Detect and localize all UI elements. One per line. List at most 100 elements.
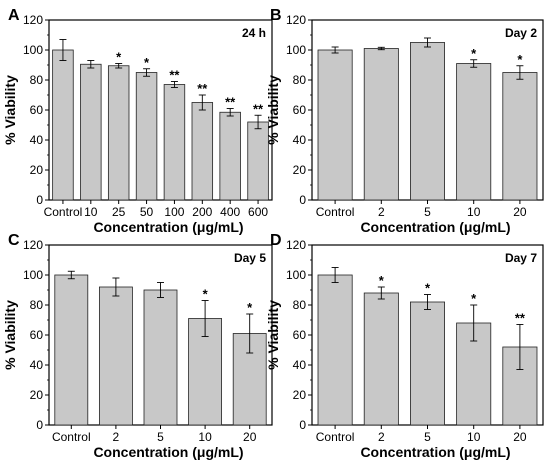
x-tick-label: Control bbox=[52, 430, 91, 444]
panel-a: 0 20 40 60 80 100 120 Control 10 25 * 50 * 100 ** 200 **… bbox=[2, 7, 273, 235]
y-tick-label: 80 bbox=[30, 298, 44, 312]
panel-letter: B bbox=[270, 7, 282, 24]
significance-marker: ** bbox=[515, 311, 526, 326]
bar bbox=[143, 289, 178, 426]
x-tick-label: 20 bbox=[513, 205, 527, 219]
panel-title: Day 7 bbox=[505, 251, 537, 265]
x-tick-label: 2 bbox=[378, 205, 385, 219]
y-tick-label: 100 bbox=[286, 43, 306, 57]
x-tick-label: 25 bbox=[112, 205, 126, 219]
bar bbox=[52, 49, 74, 201]
y-tick-label: 20 bbox=[293, 163, 307, 177]
y-tick-label: 80 bbox=[30, 73, 44, 87]
y-tick-label: 60 bbox=[30, 103, 44, 117]
bar bbox=[317, 274, 353, 426]
bar bbox=[135, 72, 158, 201]
panel-title: Day 5 bbox=[234, 251, 266, 265]
y-tick-label: 0 bbox=[36, 418, 43, 432]
x-tick-label: 20 bbox=[513, 430, 527, 444]
x-tick-label: 200 bbox=[192, 205, 212, 219]
significance-marker: * bbox=[471, 291, 477, 306]
x-tick-label: 5 bbox=[157, 430, 164, 444]
x-tick-label: 2 bbox=[113, 430, 120, 444]
x-tick-label: 10 bbox=[198, 430, 212, 444]
significance-marker: * bbox=[116, 50, 122, 65]
y-axis-label: % Viability bbox=[265, 75, 281, 145]
x-tick-label: 600 bbox=[248, 205, 268, 219]
panel-letter: D bbox=[270, 232, 282, 249]
y-tick-label: 120 bbox=[23, 238, 43, 252]
y-tick-label: 60 bbox=[293, 103, 307, 117]
significance-marker: * bbox=[144, 55, 150, 70]
significance-marker: * bbox=[517, 52, 523, 67]
y-tick-label: 40 bbox=[30, 133, 44, 147]
y-tick-label: 120 bbox=[23, 13, 43, 27]
x-tick-label: 50 bbox=[140, 205, 154, 219]
y-axis-label: % Viability bbox=[2, 300, 18, 370]
significance-marker: ** bbox=[225, 95, 236, 110]
x-tick-label: 2 bbox=[378, 430, 385, 444]
bar bbox=[410, 301, 445, 426]
y-tick-label: 20 bbox=[30, 388, 44, 402]
bar bbox=[317, 49, 353, 201]
x-axis-label: Concentration (μg/mL) bbox=[360, 444, 510, 460]
y-tick-label: 80 bbox=[293, 298, 307, 312]
significance-marker: ** bbox=[253, 101, 264, 116]
significance-marker: * bbox=[247, 300, 253, 315]
y-tick-label: 120 bbox=[286, 238, 306, 252]
panel-d: 0 20 40 60 80 100 120 Control 2 * 5 * 10 * 20 ** D Day 7 C… bbox=[265, 232, 544, 460]
y-tick-label: 20 bbox=[30, 163, 44, 177]
bar bbox=[502, 72, 538, 201]
x-tick-label: 5 bbox=[424, 430, 431, 444]
bar bbox=[410, 42, 445, 201]
x-tick-label: 10 bbox=[467, 205, 481, 219]
y-tick-label: 40 bbox=[293, 133, 307, 147]
x-tick-label: Control bbox=[44, 205, 83, 219]
y-tick-label: 100 bbox=[286, 268, 306, 282]
x-tick-label: 10 bbox=[84, 205, 98, 219]
bar bbox=[191, 102, 214, 201]
bar bbox=[163, 84, 186, 201]
y-tick-label: 0 bbox=[299, 418, 306, 432]
bar bbox=[98, 286, 133, 426]
x-tick-label: 5 bbox=[424, 205, 431, 219]
panel-b: 0 20 40 60 80 100 120 Control 2 5 10 * 20 * B Day 2 Conc… bbox=[265, 7, 544, 235]
panel-letter: C bbox=[8, 232, 20, 249]
y-tick-label: 60 bbox=[293, 328, 307, 342]
y-tick-label: 20 bbox=[293, 388, 307, 402]
significance-marker: ** bbox=[197, 81, 208, 96]
x-axis-label: Concentration (μg/mL) bbox=[360, 219, 510, 235]
bar bbox=[219, 111, 241, 201]
bar bbox=[107, 65, 130, 201]
significance-marker: ** bbox=[169, 68, 180, 83]
x-tick-label: 10 bbox=[467, 430, 481, 444]
x-axis-label: Concentration (μg/mL) bbox=[93, 444, 243, 460]
significance-marker: * bbox=[471, 46, 477, 61]
significance-marker: * bbox=[379, 273, 385, 288]
significance-marker: * bbox=[203, 287, 209, 302]
panel-title: 24 h bbox=[242, 26, 266, 40]
y-tick-label: 40 bbox=[293, 358, 307, 372]
y-tick-label: 0 bbox=[299, 193, 306, 207]
y-tick-label: 120 bbox=[286, 13, 306, 27]
y-tick-label: 60 bbox=[30, 328, 44, 342]
panel-c: 0 20 40 60 80 100 120 Control 2 5 10 * 20 * C Day 5 Conc… bbox=[2, 232, 273, 460]
y-tick-label: 80 bbox=[293, 73, 307, 87]
y-tick-label: 40 bbox=[30, 358, 44, 372]
bar bbox=[80, 63, 102, 201]
x-tick-label: Control bbox=[316, 205, 355, 219]
y-tick-label: 100 bbox=[23, 268, 43, 282]
x-tick-label: 20 bbox=[243, 430, 257, 444]
x-tick-label: 100 bbox=[164, 205, 184, 219]
x-tick-label: Control bbox=[316, 430, 355, 444]
panel-letter: A bbox=[8, 7, 20, 24]
y-tick-label: 0 bbox=[36, 193, 43, 207]
bar bbox=[54, 274, 89, 426]
bar bbox=[456, 63, 492, 201]
y-axis-label: % Viability bbox=[265, 300, 281, 370]
y-tick-label: 100 bbox=[23, 43, 43, 57]
x-axis-label: Concentration (μg/mL) bbox=[93, 219, 243, 235]
y-axis-label: % Viability bbox=[2, 75, 18, 145]
bar bbox=[363, 48, 399, 201]
